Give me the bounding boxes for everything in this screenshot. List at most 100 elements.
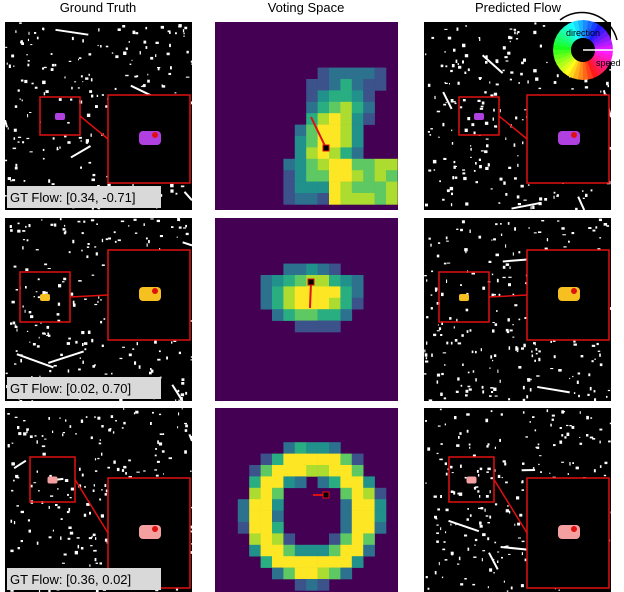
point-speckle	[155, 455, 157, 457]
point-speckle	[30, 435, 33, 438]
point-speckle	[6, 373, 8, 375]
point-speckle	[510, 71, 513, 73]
point-speckle	[558, 369, 562, 372]
point-speckle	[115, 55, 118, 58]
point-speckle	[28, 60, 30, 62]
point-speckle	[563, 246, 566, 247]
vote-cell	[261, 511, 273, 523]
point-speckle	[184, 450, 187, 453]
point-speckle	[67, 511, 70, 513]
point-speckle	[532, 355, 534, 358]
point-speckle	[60, 218, 62, 220]
point-speckle	[599, 219, 602, 222]
point-speckle	[159, 350, 161, 352]
point-speckle	[115, 241, 117, 243]
point-speckle	[517, 155, 518, 157]
point-speckle	[591, 189, 593, 191]
point-speckle	[10, 550, 13, 553]
point-speckle	[71, 488, 74, 491]
point-speckle	[102, 264, 105, 266]
point-speckle	[13, 148, 17, 150]
vote-cell	[340, 275, 352, 287]
point-speckle	[35, 435, 37, 436]
point-speckle	[599, 429, 602, 431]
vote-cell	[329, 454, 341, 466]
point-speckle	[503, 277, 506, 278]
point-speckle	[458, 436, 460, 439]
point-speckle	[157, 220, 160, 222]
point-speckle	[512, 324, 513, 325]
vote-cell	[306, 321, 318, 333]
point-speckle	[19, 22, 22, 24]
point-speckle	[437, 380, 439, 383]
point-speckle	[44, 439, 46, 440]
point-speckle	[479, 236, 482, 239]
point-speckle	[586, 416, 589, 420]
point-speckle	[146, 46, 148, 49]
point-speckle	[448, 37, 451, 40]
point-speckle	[516, 496, 519, 499]
point-speckle	[508, 277, 511, 278]
point-speckle	[105, 493, 107, 496]
point-speckle	[16, 477, 19, 478]
point-speckle	[478, 508, 481, 509]
point-speckle	[480, 525, 483, 528]
point-speckle	[105, 484, 107, 487]
point-speckle	[443, 158, 446, 160]
vote-cell	[340, 511, 352, 523]
point-speckle	[522, 141, 523, 144]
point-speckle	[43, 28, 44, 30]
point-speckle	[608, 85, 609, 87]
point-speckle	[144, 41, 147, 44]
point-speckle	[446, 342, 448, 345]
point-speckle	[580, 443, 583, 445]
point-speckle	[471, 123, 474, 126]
point-speckle	[467, 518, 469, 521]
point-speckle	[523, 200, 526, 201]
point-speckle	[93, 174, 96, 176]
vote-cell	[340, 533, 352, 545]
point-speckle	[583, 198, 585, 199]
point-speckle	[95, 458, 96, 460]
point-speckle	[508, 398, 510, 400]
point-speckle	[7, 413, 10, 415]
point-speckle	[442, 549, 445, 551]
vote-cell	[261, 454, 273, 466]
vote-cell	[306, 90, 318, 102]
point-speckle	[508, 554, 511, 555]
point-speckle	[538, 231, 541, 233]
point-speckle	[161, 26, 164, 29]
point-speckle	[543, 25, 545, 27]
point-speckle	[79, 468, 81, 471]
point-speckle	[191, 63, 194, 64]
point-speckle	[159, 442, 162, 445]
point-speckle	[593, 230, 596, 232]
vote-cell	[283, 182, 295, 194]
point-speckle	[16, 350, 18, 352]
point-speckle	[440, 527, 441, 530]
vote-cell	[329, 298, 341, 310]
point-speckle	[27, 331, 28, 332]
vote-cell	[272, 309, 284, 321]
point-speckle	[503, 46, 506, 49]
vote-cell	[272, 476, 284, 488]
point-speckle	[513, 294, 515, 295]
point-speckle	[457, 564, 459, 565]
point-speckle	[440, 393, 443, 396]
vote-cell	[295, 170, 307, 182]
point-speckle	[517, 195, 520, 198]
point-speckle	[91, 219, 94, 221]
point-speckle	[55, 504, 58, 506]
point-speckle	[444, 29, 447, 30]
point-speckle	[530, 379, 531, 381]
point-speckle	[91, 95, 93, 98]
point-speckle	[506, 263, 509, 266]
point-speckle	[39, 337, 40, 339]
point-speckle	[101, 514, 104, 517]
point-speckle	[175, 32, 177, 34]
point-speckle	[136, 75, 138, 77]
vote-cell	[318, 113, 330, 125]
object-highlight	[571, 526, 577, 532]
point-speckle	[15, 105, 17, 108]
point-speckle	[29, 342, 30, 343]
